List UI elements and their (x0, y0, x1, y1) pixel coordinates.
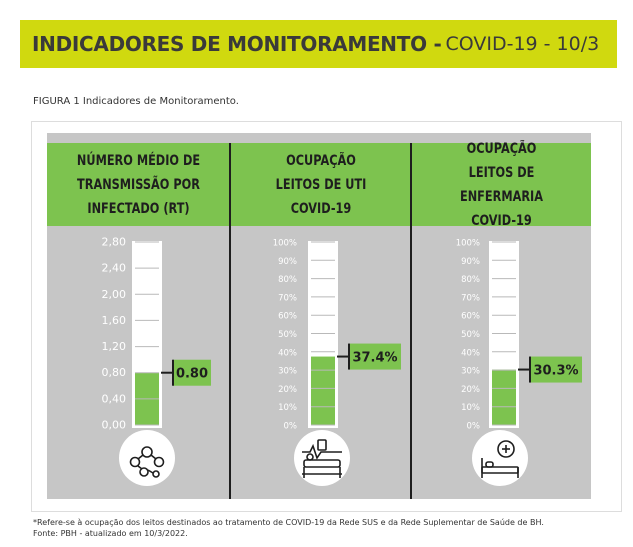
tick-label: 60% (278, 312, 297, 322)
tick-label: 70% (461, 293, 480, 303)
page-banner: INDICADORES DE MONITORAMENTO - COVID-19 … (20, 20, 617, 68)
tick-label: 100% (456, 239, 480, 249)
column-title-uti: OCUPAÇÃO LEITOS DE UTI COVID-19 (275, 152, 367, 217)
data-bar (492, 369, 516, 425)
tick-label: 20% (461, 385, 480, 395)
footnote: *Refere-se à ocupação dos leitos destina… (33, 517, 544, 539)
tick-label: 30% (461, 367, 480, 377)
column-title-rt: NÚMERO MÉDIO DE TRANSMISSÃO POR INFECTAD… (76, 152, 201, 217)
tick-label: 0,80 (102, 366, 127, 379)
tick-label: 0,40 (102, 392, 127, 405)
figure-caption: FIGURA 1 Indicadores de Monitoramento. (33, 96, 239, 107)
tick-label: 40% (278, 348, 297, 358)
value-label-box (530, 356, 582, 383)
tick-label: 10% (278, 403, 297, 413)
column-divider (410, 143, 412, 499)
tick-label: 80% (461, 275, 480, 285)
thermometer-bulb (472, 430, 528, 486)
tick-label: 2,80 (102, 236, 127, 249)
virus-network-icon (129, 446, 165, 478)
value-label-box (173, 359, 211, 386)
data-bar (311, 356, 335, 425)
page-subtitle: COVID-19 - 10/3 (445, 33, 600, 55)
tick-label: 90% (278, 257, 297, 267)
thermometer-bulb (119, 430, 175, 486)
column-title-enfermaria: OCUPAÇÃO LEITOS DE ENFERMARIA COVID-19 (459, 140, 544, 229)
tick-label: 100% (273, 239, 297, 249)
tick-label: 2,40 (102, 262, 127, 275)
figure-frame (31, 121, 622, 512)
thermometer-bulb (294, 430, 350, 486)
tick-label: 90% (461, 257, 480, 267)
tick-label: 1,60 (102, 314, 127, 327)
footnote-source: Fonte: PBH - atualizado em 10/3/2022. (33, 529, 188, 538)
tick-label: 30% (278, 367, 297, 377)
tick-label: 1,20 (102, 340, 127, 353)
tick-label: 70% (278, 293, 297, 303)
ward-bed-icon (481, 440, 519, 478)
tick-label: 0% (467, 422, 481, 432)
page-title: INDICADORES DE MONITORAMENTO - (32, 32, 442, 56)
column-divider (229, 143, 231, 499)
tick-label: 20% (278, 385, 297, 395)
tick-label: 50% (461, 330, 480, 340)
tick-label: 10% (461, 403, 480, 413)
data-label: 0.80 (176, 367, 208, 382)
value-label-box (349, 343, 401, 370)
data-label: 30.3% (533, 364, 578, 379)
data-label: 37.4% (352, 351, 397, 366)
tick-label: 0% (284, 422, 298, 432)
tick-label: 40% (461, 348, 480, 358)
tick-label: 2,00 (102, 288, 127, 301)
icu-bed-icon (302, 439, 342, 478)
tick-label: 50% (278, 330, 297, 340)
header-band (47, 143, 591, 226)
tick-label: 80% (278, 275, 297, 285)
tick-label: 60% (461, 312, 480, 322)
footnote-note: *Refere-se à ocupação dos leitos destina… (33, 518, 544, 527)
tick-label: 0,00 (102, 419, 127, 432)
